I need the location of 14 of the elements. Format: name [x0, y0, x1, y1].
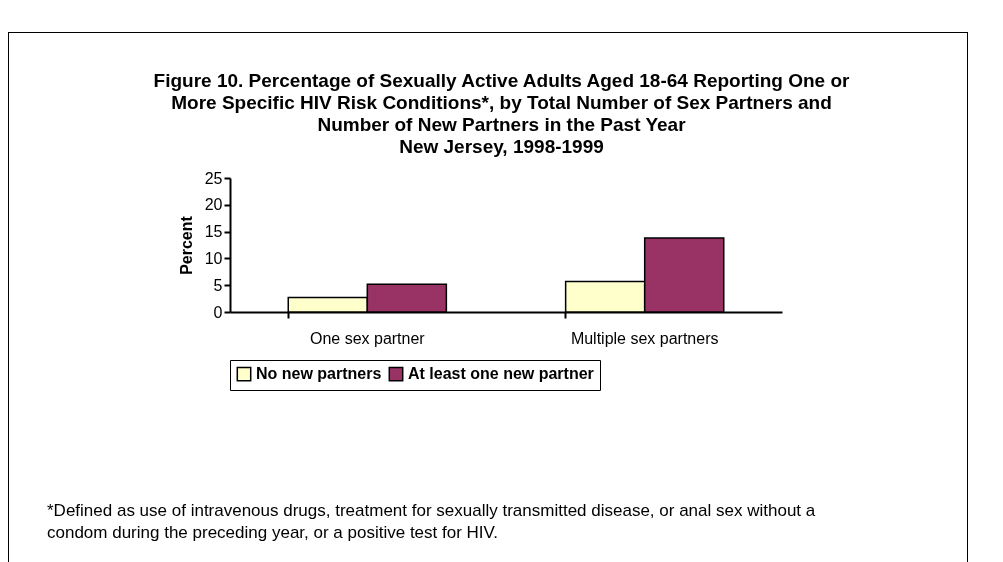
- chart-subtitle: New Jersey, 1998-1999: [398, 136, 605, 158]
- y-tick-label: 5: [213, 276, 223, 294]
- y-axis-title: Percent: [177, 215, 195, 275]
- y-tick-label: 20: [204, 196, 223, 214]
- text: *Defined as use of intravenous drugs, treatment for sexually transmitted disease, or anal sex without a condom during the preceding year, or a positive test for HIV.: [47, 500, 817, 544]
- x-tick-label: Multiple sex partners: [570, 329, 719, 347]
- y-tick-label: 15: [204, 223, 223, 241]
- legend-label: No new partners: [256, 365, 382, 383]
- y-tick-label: 25: [204, 169, 223, 187]
- y-tick-label: 10: [204, 249, 223, 267]
- legend-label: At least one new partner: [408, 365, 594, 383]
- chart-title: Figure 10. Percentage of Sexually Active Adults Aged 18-64 Reporting One or More Specific HIV Risk Conditions*, by Total Number of Sex Partners and Number of New Partners in the Past Year: [152, 70, 851, 136]
- x-tick-label: One sex partner: [309, 329, 426, 347]
- y-tick-label: 0: [213, 303, 223, 321]
